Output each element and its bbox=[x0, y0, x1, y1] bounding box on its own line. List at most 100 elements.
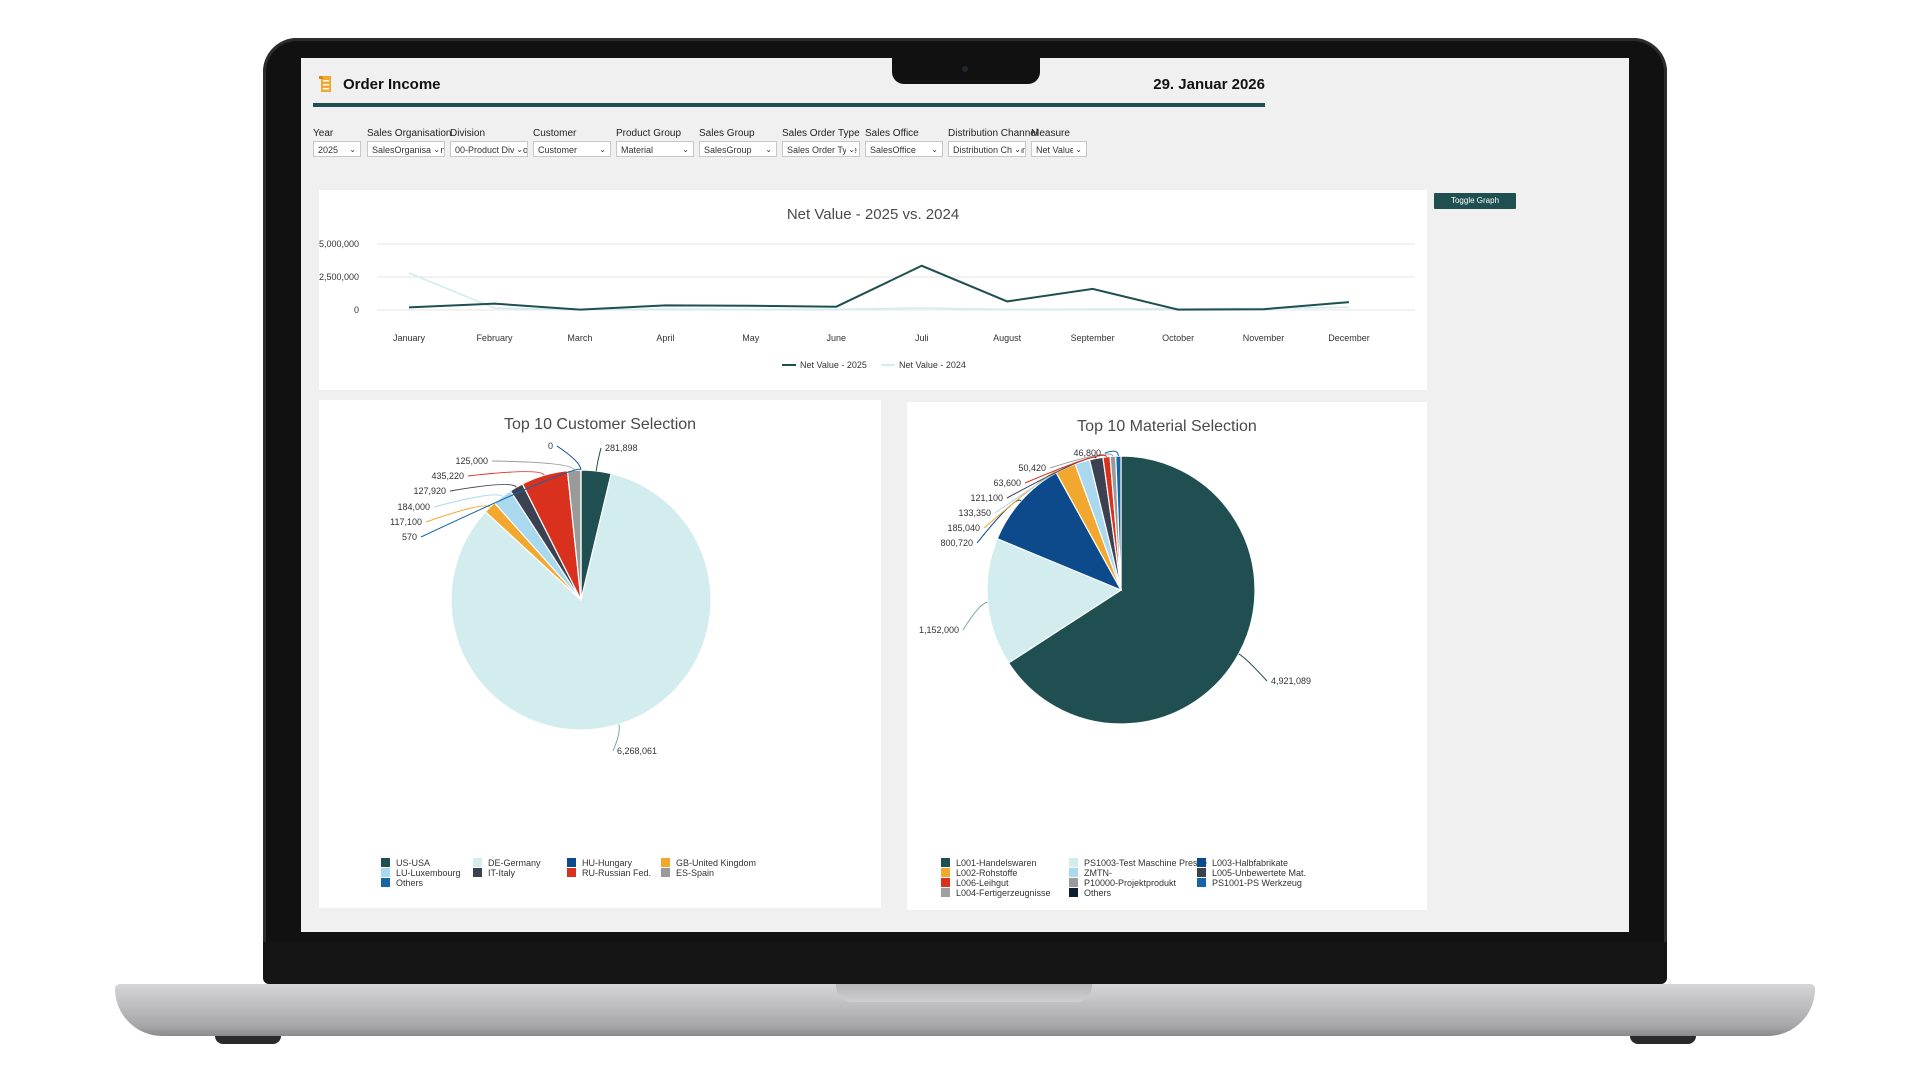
legend-item[interactable]: Others bbox=[1069, 888, 1111, 899]
series-line-2024 bbox=[408, 272, 1350, 311]
data-label: 50,420 bbox=[1018, 463, 1046, 473]
legend-label: Others bbox=[396, 878, 424, 888]
legend-swatch bbox=[473, 868, 482, 877]
legend-swatch bbox=[567, 868, 576, 877]
legend-item[interactable]: IT-Italy bbox=[473, 868, 515, 879]
material-pie-chart: 4,921,089 1,152,000 800,720 185,040 133,350 1… bbox=[919, 448, 1311, 725]
legend-label: US-USA bbox=[396, 858, 431, 868]
legend-item[interactable]: P10000-Projektprodukt bbox=[1069, 878, 1176, 889]
product-group-select[interactable]: Material ⌄ bbox=[616, 141, 694, 157]
pie-slice bbox=[986, 537, 1123, 664]
data-label: 63,600 bbox=[993, 478, 1021, 488]
leader-line bbox=[1238, 653, 1268, 682]
legend-item[interactable]: ZMTN- bbox=[1069, 868, 1112, 879]
header-divider bbox=[313, 103, 1265, 107]
filter-sales-order-type: Sales Order Type Sales Order Type ⌄ bbox=[782, 128, 860, 157]
leader-line bbox=[962, 601, 988, 631]
series-line-2025 bbox=[408, 264, 1350, 311]
legend-swatch bbox=[661, 868, 670, 877]
x-tick-label: April bbox=[656, 333, 674, 343]
legend-swatch bbox=[941, 878, 950, 887]
sales-order-type-select[interactable]: Sales Order Type ⌄ bbox=[782, 141, 860, 157]
customer-pie-title: Top 10 Customer Selection bbox=[503, 416, 697, 433]
leader-line bbox=[420, 468, 582, 538]
chevron-down-icon: ⌄ bbox=[1012, 142, 1021, 156]
y-tick-label: 0 bbox=[354, 305, 359, 315]
legend-item[interactable]: L003-Halbfabrikate bbox=[1197, 858, 1288, 869]
legend-item[interactable]: HU-Hungary bbox=[567, 858, 632, 869]
legend-label: PS1003-Test Maschine Presse bbox=[1084, 858, 1208, 868]
filter-label: Year bbox=[313, 128, 334, 139]
filter-sales-group: Sales Group SalesGroup ⌄ bbox=[699, 128, 777, 157]
division-select[interactable]: 00-Product Division ⌄ bbox=[450, 141, 528, 157]
line-chart: 0 2,500,000 5,000,000 January February March A… bbox=[319, 239, 1415, 370]
legend-item[interactable]: L006-Leihgut bbox=[941, 878, 1009, 889]
legend-item[interactable]: ES-Spain bbox=[661, 868, 714, 879]
legend-item[interactable]: GB-United Kingdom bbox=[661, 858, 756, 869]
data-label: 133,350 bbox=[958, 508, 991, 518]
customer-pie-panel: Top 10 Customer Selection 281,898 6,268,0… bbox=[319, 400, 881, 908]
line-chart-title: Net Value - 2025 vs. 2024 bbox=[786, 206, 960, 223]
filter-label: Division bbox=[450, 128, 486, 139]
legend-swatch bbox=[941, 868, 950, 877]
legend-swatch bbox=[381, 878, 390, 887]
data-label: 46,800 bbox=[1073, 448, 1101, 458]
year-select[interactable]: 2025 ⌄ bbox=[313, 141, 361, 157]
leader-line bbox=[556, 445, 582, 471]
chevron-down-icon: ⌄ bbox=[597, 142, 606, 156]
legend-item[interactable]: L005-Unbewertete Mat. bbox=[1197, 868, 1306, 879]
legend-swatch bbox=[661, 858, 670, 867]
legend-label: RU-Russian Fed. bbox=[582, 868, 652, 878]
legend-label: HU-Hungary bbox=[582, 858, 633, 868]
filter-label: Sales Office bbox=[865, 128, 919, 139]
chevron-down-icon: ⌄ bbox=[929, 142, 938, 156]
leader-line bbox=[1104, 450, 1119, 457]
app-header: Order Income 29. Januar 2026 bbox=[313, 58, 1265, 110]
sales-office-select[interactable]: SalesOffice ⌄ bbox=[865, 141, 943, 157]
chevron-down-icon: ⌄ bbox=[680, 142, 689, 156]
sales-group-select[interactable]: SalesGroup ⌄ bbox=[699, 141, 777, 157]
toggle-graph-button[interactable]: Toggle Graph bbox=[1434, 193, 1516, 209]
page-title: Order Income bbox=[343, 76, 441, 93]
data-label: 281,898 bbox=[605, 443, 638, 453]
customer-select[interactable]: Customer ⌄ bbox=[533, 141, 611, 157]
chevron-down-icon: ⌄ bbox=[1073, 142, 1082, 156]
sales-organisation-select[interactable]: SalesOrganisation ⌄ bbox=[367, 141, 445, 157]
data-label: 570 bbox=[402, 532, 417, 542]
legend-label: L004-Fertigerzeugnisse bbox=[956, 888, 1051, 898]
data-label: 185,040 bbox=[947, 523, 980, 533]
legend-label: L001-Handelswaren bbox=[956, 858, 1037, 868]
measure-select[interactable]: Net Value ⌄ bbox=[1031, 141, 1087, 157]
legend-swatch bbox=[1197, 878, 1206, 887]
legend-swatch bbox=[381, 868, 390, 877]
legend-item[interactable]: PS1003-Test Maschine Presse bbox=[1069, 858, 1207, 869]
chevron-down-icon: ⌄ bbox=[514, 142, 523, 156]
legend-item[interactable]: PS1001-PS Werkzeug bbox=[1197, 878, 1302, 889]
legend-label: DE-Germany bbox=[488, 858, 541, 868]
pie-slice bbox=[450, 472, 712, 731]
filter-label: Sales Organisation bbox=[367, 128, 452, 139]
legend-item[interactable]: LU-Luxembourg bbox=[381, 868, 461, 879]
legend-item[interactable]: Others bbox=[381, 878, 423, 889]
legend-item[interactable]: RU-Russian Fed. bbox=[567, 868, 651, 879]
legend-item[interactable]: L002-Rohstoffe bbox=[941, 868, 1017, 879]
data-label: 4,921,089 bbox=[1271, 676, 1311, 686]
line-chart-panel: Net Value - 2025 vs. 2024 0 2,500,000 5,00… bbox=[319, 190, 1427, 390]
filter-division: Division 00-Product Division ⌄ bbox=[450, 128, 528, 157]
data-label: 6,268,061 bbox=[617, 746, 657, 756]
leader-line bbox=[1024, 454, 1107, 484]
x-tick-label: June bbox=[827, 333, 847, 343]
legend-swatch bbox=[1069, 868, 1078, 877]
legend-item[interactable]: L004-Fertigerzeugnisse bbox=[941, 888, 1051, 899]
legend-item[interactable]: DE-Germany bbox=[473, 858, 541, 869]
laptop-base-notch bbox=[836, 984, 1092, 1002]
x-tick-label: Juli bbox=[915, 333, 929, 343]
legend-label: L005-Unbewertete Mat. bbox=[1212, 868, 1307, 878]
data-label: 127,920 bbox=[413, 486, 446, 496]
distribution-channel-select[interactable]: Distribution Channel ⌄ bbox=[948, 141, 1026, 157]
legend-item[interactable]: US-USA bbox=[381, 858, 430, 869]
leader-line bbox=[1006, 456, 1097, 499]
data-label: 117,100 bbox=[390, 517, 422, 527]
leader-line bbox=[612, 724, 620, 752]
legend-item[interactable]: L001-Handelswaren bbox=[941, 858, 1037, 869]
